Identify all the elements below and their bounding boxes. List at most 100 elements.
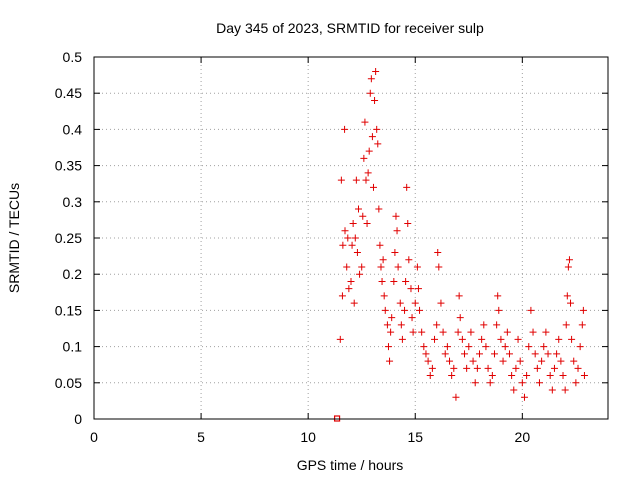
- data-point: [512, 364, 520, 372]
- data-point: [376, 241, 384, 249]
- data-point: [482, 343, 490, 351]
- data-point: [471, 379, 479, 387]
- data-point: [546, 372, 554, 380]
- data-point: [408, 314, 416, 322]
- y-tick-label: 0.5: [63, 49, 83, 65]
- data-point: [394, 263, 402, 271]
- data-point: [388, 314, 396, 322]
- data-point: [443, 343, 451, 351]
- data-point: [559, 372, 567, 380]
- data-point: [469, 357, 477, 365]
- y-tick-label: 0.4: [63, 121, 83, 137]
- y-tick-label: 0.25: [55, 230, 82, 246]
- data-point: [371, 96, 379, 104]
- data-point: [478, 335, 486, 343]
- data-point: [420, 343, 428, 351]
- data-point: [565, 256, 573, 264]
- x-tick-label: 5: [197, 429, 205, 445]
- data-point: [542, 328, 550, 336]
- data-point: [416, 306, 424, 314]
- data-point: [354, 205, 362, 213]
- data-point: [377, 263, 385, 271]
- data-point: [424, 357, 432, 365]
- data-point: [414, 285, 422, 293]
- data-point: [348, 241, 356, 249]
- data-point: [375, 205, 383, 213]
- data-point: [368, 133, 376, 141]
- data-point: [455, 292, 463, 300]
- data-point: [426, 372, 434, 380]
- data-point: [403, 183, 411, 191]
- data-point: [433, 321, 441, 329]
- y-tick-label: 0.1: [63, 339, 83, 355]
- data-point: [360, 154, 368, 162]
- y-tick-label: 0.15: [55, 302, 82, 318]
- data-point: [520, 393, 528, 401]
- data-point: [561, 386, 569, 394]
- data-point: [397, 321, 405, 329]
- data-point: [488, 372, 496, 380]
- data-point: [405, 256, 413, 264]
- data-point: [533, 364, 541, 372]
- y-tick-label: 0.2: [63, 266, 83, 282]
- chart-title: Day 345 of 2023, SRMTID for receiver sul…: [216, 20, 484, 36]
- data-point: [418, 328, 426, 336]
- data-point: [456, 314, 464, 322]
- data-point: [422, 350, 430, 358]
- data-point: [393, 227, 401, 235]
- data-point: [467, 328, 475, 336]
- data-point: [437, 299, 445, 307]
- data-point: [439, 328, 447, 336]
- data-point: [567, 299, 575, 307]
- data-point: [341, 227, 349, 235]
- data-point: [458, 335, 466, 343]
- data-point: [540, 343, 548, 351]
- data-point: [343, 263, 351, 271]
- data-point: [435, 263, 443, 271]
- data-point: [392, 212, 400, 220]
- data-point: [580, 372, 588, 380]
- data-point: [557, 357, 565, 365]
- data-point: [476, 350, 483, 358]
- data-point: [505, 350, 513, 358]
- data-point: [518, 379, 526, 387]
- data-point: [366, 89, 374, 97]
- data-point: [341, 125, 349, 133]
- data-point: [356, 270, 364, 278]
- data-point: [350, 299, 358, 307]
- data-point: [379, 256, 387, 264]
- data-point: [499, 357, 507, 365]
- data-point: [398, 335, 406, 343]
- x-tick-labels: 0 5 10 15 20: [90, 429, 530, 445]
- data-point: [497, 335, 505, 343]
- data-point: [480, 321, 488, 329]
- data-point: [352, 176, 360, 184]
- data-point: [550, 364, 558, 372]
- data-point: [463, 364, 471, 372]
- data-point: [579, 306, 587, 314]
- data-point: [390, 277, 398, 285]
- data-point: [555, 335, 563, 343]
- y-tick-label: 0.45: [55, 85, 82, 101]
- data-point: [428, 364, 436, 372]
- data-point: [572, 379, 580, 387]
- x-tick-label: 10: [300, 429, 316, 445]
- data-point: [431, 335, 439, 343]
- data-point: [578, 321, 586, 329]
- data-point: [450, 364, 458, 372]
- data-point: [452, 393, 460, 401]
- data-point: [365, 147, 373, 155]
- data-point: [486, 379, 494, 387]
- data-point: [347, 277, 355, 285]
- data-point: [570, 357, 578, 365]
- data-point: [386, 357, 394, 365]
- data-point: [413, 263, 421, 271]
- data-point: [351, 234, 359, 242]
- data-point: [381, 306, 389, 314]
- data-point: [345, 285, 353, 293]
- data-point: [484, 364, 492, 372]
- data-point: [508, 372, 516, 380]
- data-point: [396, 299, 404, 307]
- data-point: [402, 277, 410, 285]
